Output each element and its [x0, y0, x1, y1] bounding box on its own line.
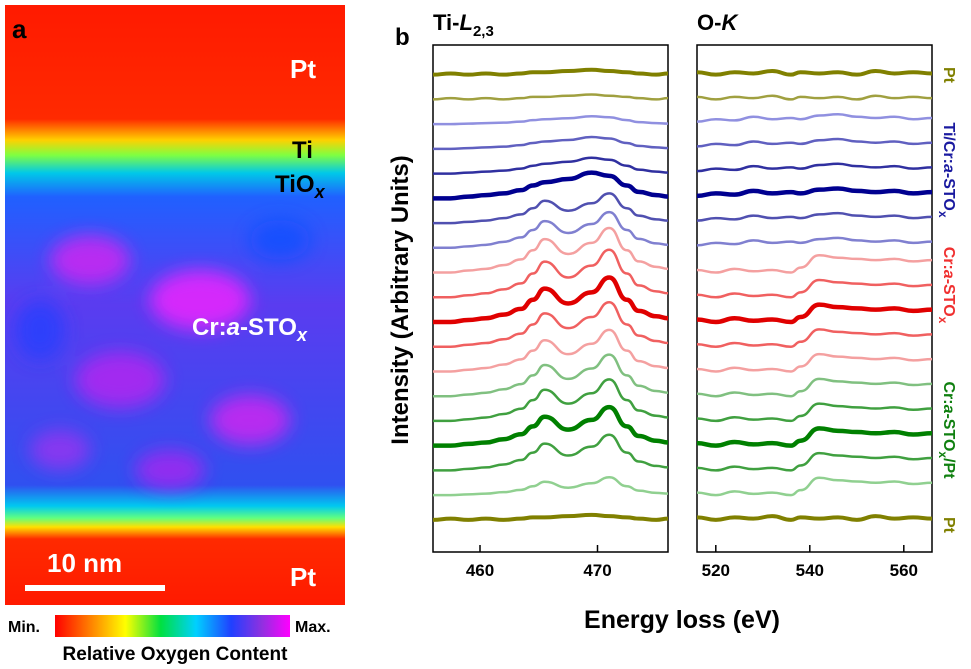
- spectrum: [696, 253, 933, 274]
- spectrum: [433, 156, 669, 175]
- colorbar-title: Relative Oxygen Content: [63, 644, 289, 665]
- spectrum: [432, 512, 669, 522]
- label-part: a: [940, 405, 957, 414]
- map-label: Cr:a-STOx: [192, 314, 308, 345]
- spectrum: [696, 186, 933, 199]
- spectrum: [433, 210, 669, 250]
- label-part: a: [940, 270, 957, 279]
- spectrum: [696, 112, 933, 123]
- spectrum: [696, 302, 933, 325]
- spectrum: [696, 94, 933, 101]
- label-part: -STO: [240, 314, 297, 341]
- title-part: Ti-: [433, 10, 459, 35]
- map-label: Ti: [292, 137, 313, 164]
- map-label: TiOx: [275, 171, 326, 202]
- panel-label: a: [12, 14, 27, 44]
- x-tick-label: 470: [583, 561, 611, 580]
- spectrum: [696, 328, 933, 348]
- group-label: Cr:a-STOx/Pt: [936, 381, 957, 479]
- group-label: Cr:a-STOx: [936, 247, 957, 324]
- spectrum: [432, 378, 669, 423]
- label-part: x: [936, 317, 950, 324]
- title-part: L: [459, 10, 472, 35]
- panel-label: b: [395, 24, 410, 51]
- title-part: K: [721, 10, 739, 35]
- chart-title: Ti-L2,3: [433, 10, 494, 40]
- label-part: x: [314, 182, 326, 202]
- label-part: -STO: [940, 413, 957, 451]
- colorbar: [55, 615, 290, 637]
- spectrum: [696, 476, 933, 497]
- spectrum: [432, 114, 669, 126]
- oxygen-map: [5, 5, 345, 605]
- spectrum: [696, 352, 933, 373]
- spectrum: [432, 170, 669, 201]
- label-part: /Pt: [940, 458, 957, 479]
- plot-frame: [696, 44, 933, 553]
- spectrum: [696, 278, 933, 299]
- x-tick-label: 460: [466, 561, 494, 580]
- spectrum: [696, 402, 933, 423]
- label-part: a: [940, 164, 957, 173]
- label-part: -STO: [940, 279, 957, 317]
- scale-bar-label: 10 nm: [47, 548, 122, 578]
- spectrum: [433, 476, 669, 497]
- spectrum: [433, 275, 669, 325]
- y-axis-label: Intensity (Arbitrary Units): [387, 155, 414, 444]
- label-part: Cr:: [940, 247, 957, 270]
- spectrum: [433, 135, 669, 151]
- group-label: Ti/Cr:a-STOx: [936, 122, 957, 217]
- spectrum: [696, 68, 933, 77]
- spectrum: [433, 328, 669, 373]
- label-part: x: [296, 325, 308, 345]
- spectrum: [696, 426, 933, 448]
- spectrum: [432, 433, 669, 472]
- label-part: -STO: [940, 173, 957, 211]
- spectrum: [433, 300, 669, 348]
- x-tick-label: 520: [702, 561, 730, 580]
- label-part: Pt: [940, 67, 957, 84]
- map-label: Pt: [290, 54, 316, 84]
- colorbar-label: Min.: [8, 619, 40, 636]
- x-tick-label: 560: [890, 561, 918, 580]
- spectrum: [432, 67, 669, 77]
- spectrum: [432, 192, 669, 225]
- map-label: Pt: [290, 562, 316, 592]
- spectrum: [433, 248, 669, 299]
- label-part: x: [936, 451, 950, 458]
- title-part: O-: [697, 10, 721, 35]
- spectrum: [696, 451, 933, 472]
- spectrum: [696, 162, 933, 173]
- label-part: Pt: [940, 517, 957, 534]
- x-axis-label: Energy loss (eV): [584, 606, 780, 634]
- label-part: Ti/Cr:: [940, 122, 957, 163]
- spectrum: [696, 236, 933, 247]
- label-part: Cr:: [940, 381, 957, 404]
- group-label: Pt: [940, 517, 957, 534]
- spectrum: [432, 93, 669, 101]
- chart-title: O-K: [697, 10, 739, 35]
- label-part: a: [227, 314, 240, 341]
- label-part: Cr:: [192, 314, 227, 341]
- label-part: x: [936, 211, 950, 218]
- spectrum: [696, 514, 933, 522]
- spectrum: [696, 211, 933, 222]
- group-label: Pt: [940, 67, 957, 84]
- spectrum: [432, 353, 669, 398]
- spectrum: [433, 226, 669, 274]
- title-part: 2,3: [473, 23, 494, 40]
- x-tick-label: 540: [796, 561, 824, 580]
- spectrum: [696, 377, 933, 398]
- label-part: TiO: [275, 171, 315, 198]
- spectrum: [433, 404, 669, 448]
- colorbar-label: Max.: [295, 619, 331, 636]
- spectrum: [696, 137, 933, 148]
